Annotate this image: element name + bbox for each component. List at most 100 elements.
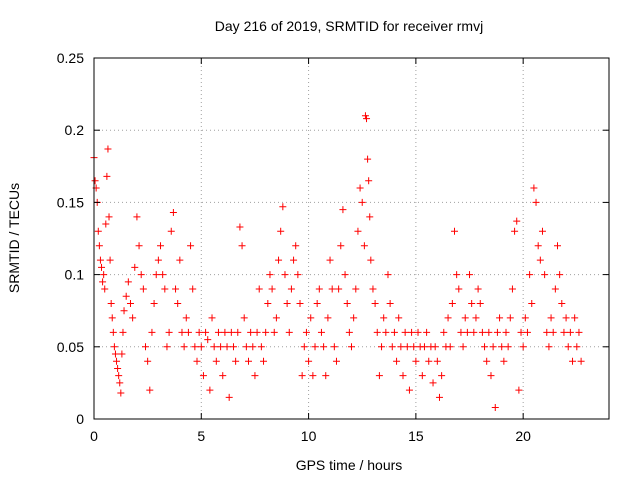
data-point xyxy=(461,314,469,322)
data-point xyxy=(549,328,557,336)
data-point xyxy=(534,242,542,250)
data-point xyxy=(364,155,372,163)
data-point xyxy=(440,328,448,336)
data-point xyxy=(113,357,121,365)
data-point xyxy=(577,357,585,365)
data-point xyxy=(281,271,289,279)
data-point xyxy=(444,314,452,322)
data-point xyxy=(337,242,345,250)
data-point xyxy=(144,357,152,365)
data-point xyxy=(266,271,274,279)
data-point xyxy=(556,271,564,279)
data-point xyxy=(126,299,134,307)
data-point xyxy=(157,242,165,250)
data-point xyxy=(322,372,330,380)
data-point xyxy=(500,357,508,365)
data-point xyxy=(272,314,280,322)
data-point xyxy=(223,343,231,351)
data-point xyxy=(210,343,218,351)
data-point xyxy=(163,343,171,351)
data-point xyxy=(378,343,386,351)
data-point xyxy=(530,184,538,192)
data-point xyxy=(472,314,480,322)
data-point xyxy=(251,372,259,380)
data-point xyxy=(227,328,235,336)
data-point xyxy=(91,177,99,185)
x-tick-label: 20 xyxy=(515,428,531,444)
data-point xyxy=(275,256,283,264)
data-point xyxy=(115,372,123,380)
data-point xyxy=(206,386,214,394)
data-point xyxy=(485,328,493,336)
data-point xyxy=(564,343,572,351)
data-point xyxy=(569,357,577,365)
data-point xyxy=(161,285,169,293)
data-point xyxy=(283,299,291,307)
data-point xyxy=(403,343,411,351)
data-point xyxy=(305,357,313,365)
data-point xyxy=(129,314,137,322)
data-point xyxy=(148,328,156,336)
data-point xyxy=(99,278,107,286)
data-point xyxy=(543,328,551,336)
data-point xyxy=(414,328,422,336)
data-point xyxy=(363,115,371,123)
data-point xyxy=(457,328,465,336)
data-point xyxy=(466,271,474,279)
data-point xyxy=(150,299,158,307)
data-point xyxy=(324,314,332,322)
data-point xyxy=(352,285,360,293)
data-point xyxy=(300,343,308,351)
data-point xyxy=(418,372,426,380)
data-point xyxy=(429,379,437,387)
x-tick-label: 5 xyxy=(197,428,205,444)
data-point xyxy=(119,328,127,336)
data-point xyxy=(438,372,446,380)
data-point xyxy=(317,328,325,336)
data-point xyxy=(412,357,420,365)
data-point xyxy=(117,389,125,397)
data-point xyxy=(566,328,574,336)
data-point xyxy=(116,379,124,387)
data-point xyxy=(98,263,106,271)
data-point xyxy=(386,299,394,307)
data-point xyxy=(195,328,203,336)
data-point xyxy=(493,328,501,336)
data-point xyxy=(350,314,358,322)
data-point xyxy=(328,285,336,293)
data-point xyxy=(536,256,544,264)
data-point xyxy=(455,285,463,293)
data-point xyxy=(180,343,188,351)
data-point xyxy=(104,145,112,153)
data-point xyxy=(341,271,349,279)
data-point xyxy=(264,299,272,307)
y-axis-label: SRMTID / TECUs xyxy=(6,183,22,293)
data-point xyxy=(558,299,566,307)
data-point xyxy=(339,206,347,214)
data-point xyxy=(496,314,504,322)
data-point xyxy=(298,372,306,380)
data-point xyxy=(375,372,383,380)
data-point xyxy=(554,242,561,250)
data-point xyxy=(268,285,276,293)
data-point xyxy=(360,242,368,250)
x-axis-label: GPS time / hours xyxy=(296,457,403,473)
data-point xyxy=(219,372,227,380)
data-point xyxy=(528,299,536,307)
data-point xyxy=(395,314,403,322)
data-point xyxy=(463,328,471,336)
data-point xyxy=(169,209,177,217)
data-point xyxy=(189,285,197,293)
data-point xyxy=(326,256,334,264)
data-point xyxy=(538,227,546,235)
y-tick-label: 0.1 xyxy=(65,267,85,283)
plot-frame xyxy=(93,57,610,420)
data-point xyxy=(476,299,484,307)
y-tick-label: 0.25 xyxy=(57,50,84,66)
data-point xyxy=(292,242,300,250)
data-point xyxy=(313,299,321,307)
data-point xyxy=(217,343,225,351)
data-point xyxy=(184,328,192,336)
data-point xyxy=(371,299,379,307)
data-point xyxy=(107,299,115,307)
